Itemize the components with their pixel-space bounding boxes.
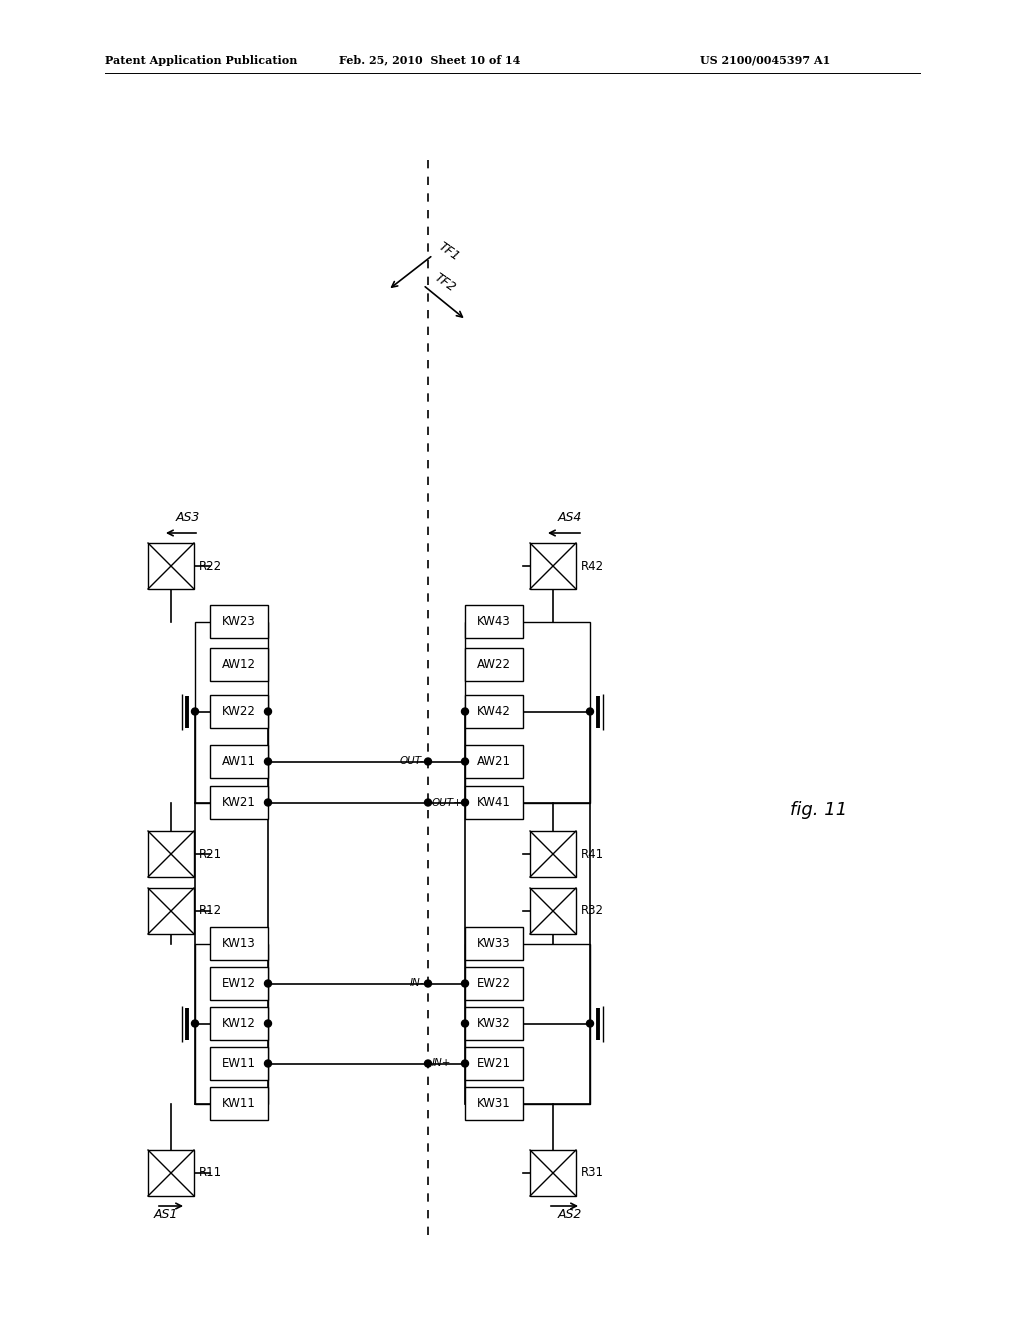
Text: AW22: AW22 [477,657,511,671]
Bar [210,648,268,681]
Text: R42: R42 [581,560,604,573]
Bar [210,1047,268,1080]
Text: AS4: AS4 [558,511,583,524]
Text: EW21: EW21 [477,1057,511,1071]
Bar [465,785,523,818]
Text: OUT+: OUT+ [432,797,463,808]
Bar [210,785,268,818]
Text: KW11: KW11 [222,1097,256,1110]
Text: R31: R31 [581,1167,604,1180]
Bar [148,888,194,935]
Circle shape [462,758,469,766]
Circle shape [462,1020,469,1027]
Text: IN-: IN- [410,978,424,989]
Text: KW21: KW21 [222,796,256,809]
Circle shape [462,799,469,807]
Circle shape [264,1060,271,1067]
Text: EW22: EW22 [477,977,511,990]
Bar [148,1150,194,1196]
Text: AS3: AS3 [176,511,201,524]
Circle shape [462,708,469,715]
Text: KW12: KW12 [222,1016,256,1030]
Text: R11: R11 [199,1167,222,1180]
Bar [210,744,268,777]
Text: R21: R21 [199,847,222,861]
Bar [465,968,523,1001]
Bar [148,832,194,876]
Bar [530,543,575,589]
Text: Patent Application Publication: Patent Application Publication [105,54,297,66]
Bar [465,744,523,777]
Circle shape [425,799,431,807]
Text: Feb. 25, 2010  Sheet 10 of 14: Feb. 25, 2010 Sheet 10 of 14 [339,54,520,66]
Circle shape [264,799,271,807]
Circle shape [191,1020,199,1027]
Text: AW12: AW12 [222,657,256,671]
Bar [465,1007,523,1040]
Bar [210,927,268,960]
Bar [465,944,590,1104]
Bar [465,622,590,803]
Bar [148,543,194,589]
Circle shape [462,979,469,987]
Circle shape [264,758,271,766]
Text: R22: R22 [199,560,222,573]
Text: AS1: AS1 [154,1208,178,1221]
Text: TF2: TF2 [432,271,458,294]
Bar [210,696,268,729]
Text: KW23: KW23 [222,615,256,628]
Circle shape [462,1060,469,1067]
Bar [210,605,268,638]
Text: KW22: KW22 [222,705,256,718]
Text: AS2: AS2 [558,1208,583,1221]
Text: R12: R12 [199,904,222,917]
Bar [465,648,523,681]
Bar [465,696,523,729]
Circle shape [425,979,431,987]
Text: R41: R41 [581,847,604,861]
Circle shape [425,1060,431,1067]
Circle shape [264,979,271,987]
Text: fig. 11: fig. 11 [790,801,847,818]
Text: IN+: IN+ [432,1059,452,1068]
Text: TF1: TF1 [436,240,462,264]
Circle shape [264,1020,271,1027]
Bar [210,968,268,1001]
Text: KW41: KW41 [477,796,511,809]
Text: AW21: AW21 [477,755,511,768]
Text: OUT-: OUT- [399,756,424,767]
Text: KW31: KW31 [477,1097,511,1110]
Text: KW32: KW32 [477,1016,511,1030]
Circle shape [191,708,199,715]
Text: EW11: EW11 [222,1057,256,1071]
Circle shape [425,758,431,766]
Circle shape [587,1020,594,1027]
Text: US 2100/0045397 A1: US 2100/0045397 A1 [700,54,830,66]
Bar [195,944,268,1104]
Circle shape [587,708,594,715]
Text: KW42: KW42 [477,705,511,718]
Bar [195,622,268,803]
Text: EW12: EW12 [222,977,256,990]
Circle shape [264,708,271,715]
Bar [465,605,523,638]
Text: KW33: KW33 [477,937,511,950]
Bar [530,888,575,935]
Text: KW13: KW13 [222,937,256,950]
Text: KW43: KW43 [477,615,511,628]
Bar [530,1150,575,1196]
Bar [210,1086,268,1119]
Bar [465,927,523,960]
Bar [210,1007,268,1040]
Bar [465,1086,523,1119]
Bar [530,832,575,876]
Text: AW11: AW11 [222,755,256,768]
Text: R32: R32 [581,904,604,917]
Bar [465,1047,523,1080]
